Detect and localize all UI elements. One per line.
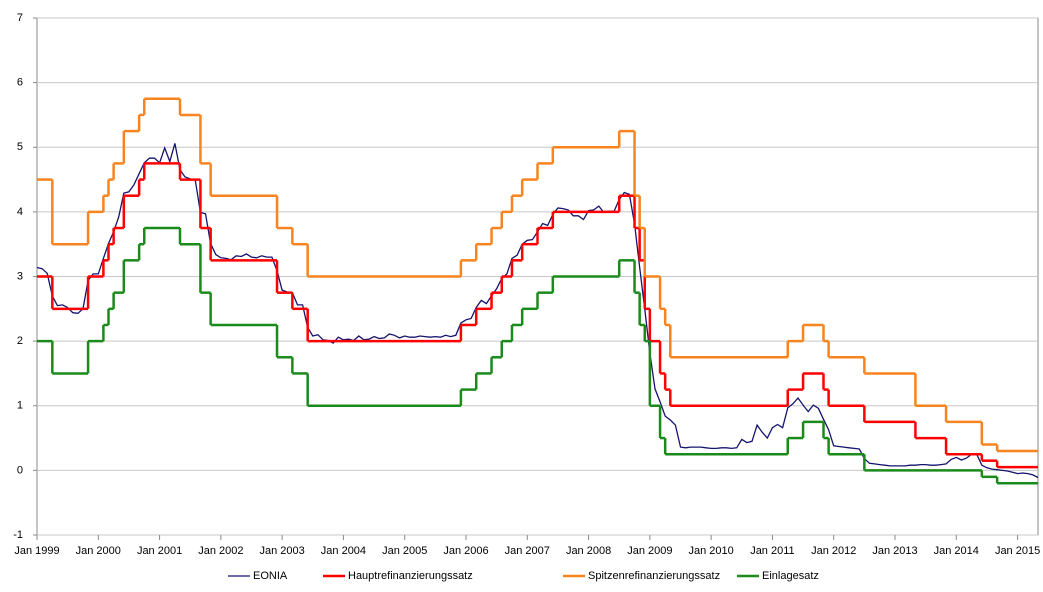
- y-tick-label: 0: [17, 464, 23, 476]
- y-tick-label: 7: [17, 12, 23, 24]
- legend-label: Hauptrefinanzierungssatz: [348, 570, 473, 582]
- x-tick-label: Jan 2011: [750, 545, 794, 557]
- y-tick-label: 5: [17, 141, 23, 153]
- x-tick-label: Jan 2007: [505, 545, 550, 557]
- y-tick-label: 6: [17, 77, 23, 89]
- x-tick-label: Jan 2002: [198, 545, 243, 557]
- x-tick-label: Jan 2004: [321, 545, 366, 557]
- x-tick-label: Jan 2015: [995, 545, 1040, 557]
- x-tick-label: Jan 2008: [566, 545, 611, 557]
- x-tick-label: Jan 1999: [14, 545, 59, 557]
- x-tick-label: Jan 2003: [260, 545, 305, 557]
- x-tick-label: Jan 2001: [137, 545, 182, 557]
- x-tick-label: Jan 2014: [934, 545, 979, 557]
- line-series: [36, 143, 1039, 479]
- x-tick-label: Jan 2006: [443, 545, 488, 557]
- x-tick-label: Jan 2013: [872, 545, 917, 557]
- legend-label: Spitzenrefinanzierungssatz: [588, 570, 720, 582]
- y-tick-label: 4: [17, 206, 23, 218]
- y-tick-label: 3: [17, 270, 23, 282]
- legend-label: Einlagesatz: [762, 570, 819, 582]
- y-tick-label: -1: [13, 529, 23, 541]
- y-tick-label: 1: [17, 400, 23, 412]
- x-tick-label: Jan 2010: [689, 545, 734, 557]
- x-tick-label: Jan 2009: [627, 545, 672, 557]
- legend-label: EONIA: [253, 570, 288, 582]
- y-tick-label: 2: [17, 335, 23, 347]
- x-tick-label: Jan 2012: [811, 545, 856, 557]
- x-tick-label: Jan 2000: [76, 545, 121, 557]
- x-tick-label: Jan 2005: [382, 545, 427, 557]
